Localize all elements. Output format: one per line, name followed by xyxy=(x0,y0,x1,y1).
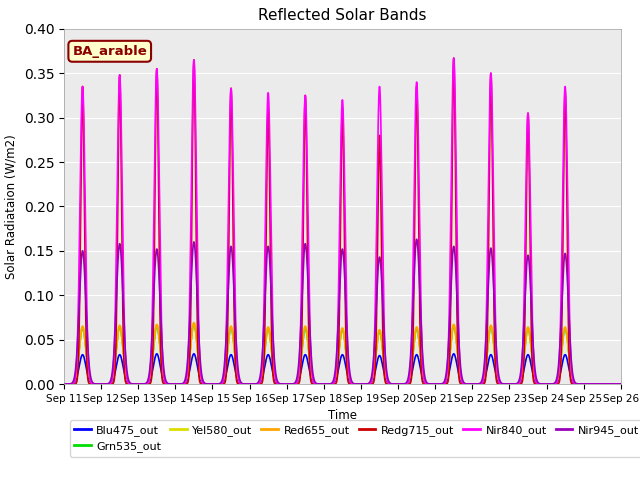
Red655_out xyxy=(483,354,491,360)
Nir840_out xyxy=(617,381,625,387)
Red655_out xyxy=(467,381,475,387)
Redg715_out xyxy=(450,55,458,61)
Line: Redg715_out: Redg715_out xyxy=(64,58,621,384)
Grn535_out xyxy=(190,322,198,327)
Red655_out xyxy=(324,381,332,387)
Nir840_out xyxy=(450,55,458,61)
Line: Red655_out: Red655_out xyxy=(64,323,621,384)
Red655_out xyxy=(190,320,198,325)
Line: Nir840_out: Nir840_out xyxy=(64,58,621,384)
Line: Nir945_out: Nir945_out xyxy=(64,239,621,384)
Title: Reflected Solar Bands: Reflected Solar Bands xyxy=(258,9,427,24)
Red655_out xyxy=(60,381,68,387)
Red655_out xyxy=(617,381,625,387)
Grn535_out xyxy=(617,381,625,387)
Nir945_out xyxy=(413,236,420,242)
Grn535_out xyxy=(483,355,491,360)
Nir840_out xyxy=(324,381,332,387)
Yel580_out xyxy=(617,381,625,387)
Nir840_out xyxy=(483,292,491,298)
Blu475_out xyxy=(594,381,602,387)
Nir945_out xyxy=(60,381,68,387)
Yel580_out xyxy=(60,381,68,387)
Nir840_out xyxy=(250,381,257,387)
Yel580_out xyxy=(324,381,332,387)
Blu475_out xyxy=(467,381,475,387)
Y-axis label: Solar Radiataion (W/m2): Solar Radiataion (W/m2) xyxy=(5,134,18,279)
Nir840_out xyxy=(587,381,595,387)
Redg715_out xyxy=(587,381,595,387)
X-axis label: Time: Time xyxy=(328,409,357,422)
Nir840_out xyxy=(60,381,68,387)
Grn535_out xyxy=(324,381,332,387)
Nir945_out xyxy=(250,381,257,387)
Line: Yel580_out: Yel580_out xyxy=(64,323,621,384)
Blu475_out xyxy=(250,381,257,387)
Legend: Blu475_out, Grn535_out, Yel580_out, Red655_out, Redg715_out, Nir840_out, Nir945_: Blu475_out, Grn535_out, Yel580_out, Red6… xyxy=(70,420,640,456)
Yel580_out xyxy=(594,381,602,387)
Yel580_out xyxy=(483,354,491,360)
Red655_out xyxy=(587,381,595,387)
Redg715_out xyxy=(250,381,257,387)
Blu475_out xyxy=(617,381,625,387)
Grn535_out xyxy=(60,381,68,387)
Nir945_out xyxy=(467,381,475,387)
Grn535_out xyxy=(587,381,595,387)
Nir945_out xyxy=(324,381,332,387)
Redg715_out xyxy=(617,381,625,387)
Nir840_out xyxy=(467,381,475,387)
Red655_out xyxy=(250,381,257,387)
Blu475_out xyxy=(324,381,332,387)
Redg715_out xyxy=(467,381,475,387)
Grn535_out xyxy=(467,381,475,387)
Line: Blu475_out: Blu475_out xyxy=(64,354,621,384)
Yel580_out xyxy=(587,381,595,387)
Redg715_out xyxy=(594,381,602,387)
Nir945_out xyxy=(587,381,595,387)
Redg715_out xyxy=(60,381,68,387)
Grn535_out xyxy=(594,381,602,387)
Grn535_out xyxy=(250,381,257,387)
Line: Grn535_out: Grn535_out xyxy=(64,324,621,384)
Blu475_out xyxy=(587,381,595,387)
Nir945_out xyxy=(617,381,625,387)
Redg715_out xyxy=(483,355,491,360)
Blu475_out xyxy=(60,381,68,387)
Nir945_out xyxy=(594,381,602,387)
Blu475_out xyxy=(153,351,161,357)
Yel580_out xyxy=(250,381,257,387)
Nir945_out xyxy=(483,318,491,324)
Yel580_out xyxy=(467,381,475,387)
Text: BA_arable: BA_arable xyxy=(72,45,147,58)
Red655_out xyxy=(594,381,602,387)
Redg715_out xyxy=(324,381,332,387)
Nir840_out xyxy=(594,381,602,387)
Blu475_out xyxy=(483,367,491,373)
Yel580_out xyxy=(190,320,198,325)
